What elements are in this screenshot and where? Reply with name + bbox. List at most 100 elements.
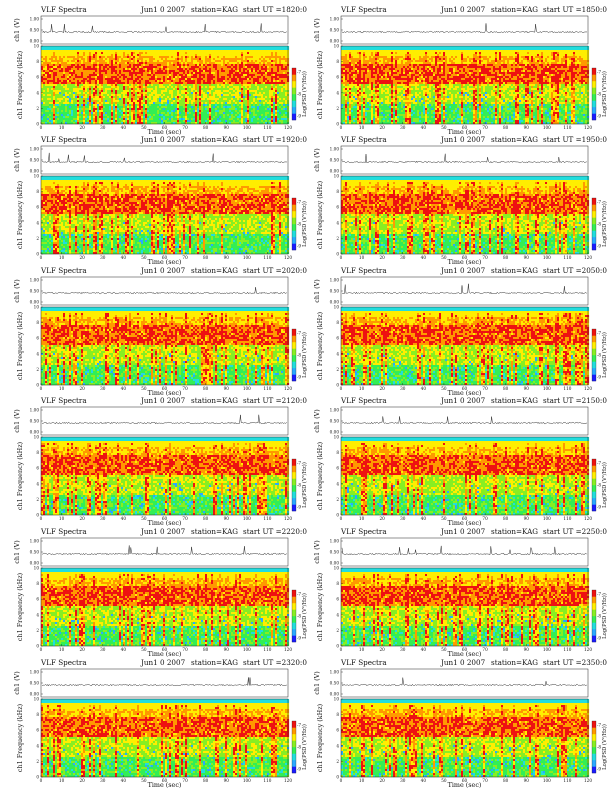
- spectrogram-cell: [245, 122, 248, 125]
- spectrogram-cell: [81, 68, 84, 71]
- spectrogram-cell: [255, 58, 258, 61]
- spectrogram-cell: [209, 102, 212, 105]
- spectrogram-cell: [271, 68, 274, 71]
- spectrogram-cell: [235, 46, 238, 49]
- spectrogram-cell: [157, 96, 160, 99]
- spectrogram-cell: [273, 110, 276, 113]
- spectrogram-cell: [285, 82, 288, 85]
- spectrogram-cell: [97, 106, 100, 109]
- spectrogram-cell: [155, 70, 158, 73]
- spectrogram-cell: [195, 58, 198, 61]
- spectrogram-cell: [113, 102, 116, 105]
- spectrogram-cell: [41, 74, 44, 77]
- spectrogram-cell: [85, 92, 88, 95]
- spectrogram-cell: [65, 70, 68, 73]
- spectrogram-cell: [49, 74, 52, 77]
- spectrogram-cell: [141, 100, 144, 103]
- spectrogram-cell: [225, 108, 228, 111]
- spectrogram-cell: [271, 56, 274, 59]
- spectrogram-cell: [45, 66, 48, 69]
- spectrogram-cell: [245, 72, 248, 75]
- spectrogram-cell: [57, 118, 60, 121]
- spectrogram-cell: [205, 50, 208, 53]
- spectrogram-cell: [81, 108, 84, 111]
- spectrogram-cell: [189, 80, 192, 83]
- spectrogram-cell: [45, 80, 48, 83]
- spectrogram-cell: [107, 116, 110, 119]
- spectrogram-cell: [45, 120, 48, 123]
- spectrogram-cell: [207, 54, 210, 57]
- spectrogram-cell: [41, 48, 44, 51]
- spectrogram-cell: [189, 50, 192, 53]
- spectrogram-cell: [215, 62, 218, 65]
- spectrogram-cell: [229, 122, 232, 125]
- spectrogram-cell: [209, 56, 212, 59]
- spectrogram-cell: [229, 76, 232, 79]
- spectrogram-cell: [233, 112, 236, 115]
- spectrogram-cell: [175, 88, 178, 91]
- spectrogram-cell: [111, 48, 114, 51]
- spectrogram-cell: [55, 82, 58, 85]
- spectrogram-cell: [213, 94, 216, 97]
- spectrogram-cell: [101, 112, 104, 115]
- spectrogram-cell: [263, 96, 266, 99]
- spectrogram-cell: [203, 78, 206, 81]
- spectrogram-cell: [149, 46, 152, 49]
- spectrogram-cell: [257, 104, 260, 107]
- spectrogram-cell: [83, 62, 86, 65]
- spectrogram-cell: [51, 68, 54, 71]
- spectrogram-cell: [141, 120, 144, 123]
- spectrogram-cell: [45, 110, 48, 113]
- spectrogram-cell: [97, 110, 100, 113]
- spectrogram-cell: [87, 106, 90, 109]
- spectrogram-cell: [99, 70, 102, 73]
- spectrogram-cell: [241, 84, 244, 87]
- spectrogram-cell: [175, 118, 178, 121]
- spectrogram-cell: [137, 92, 140, 95]
- spectrogram-cell: [77, 64, 80, 67]
- spectrogram-cell: [59, 84, 62, 87]
- spectrogram-cell: [41, 82, 44, 85]
- spectrogram-cell: [153, 118, 156, 121]
- spectrogram-cell: [225, 80, 228, 83]
- spectrogram-cell: [275, 106, 278, 109]
- spectrogram-cell: [273, 70, 276, 73]
- spectrogram-cell: [215, 90, 218, 93]
- spectrogram-cell: [73, 46, 76, 49]
- spectrogram-cell: [175, 64, 178, 67]
- spectrogram-cell: [131, 118, 134, 121]
- spectrogram-cell: [199, 64, 202, 67]
- spectrogram-cell: [221, 90, 224, 93]
- spectrogram-cell: [239, 64, 242, 67]
- spectrogram-cell: [159, 68, 162, 71]
- spectrogram-cell: [257, 62, 260, 65]
- spectrogram-cell: [253, 60, 256, 63]
- spectrogram-cell: [197, 68, 200, 71]
- spectrogram-cell: [201, 56, 204, 59]
- spectrogram-cell: [135, 72, 138, 75]
- spectrogram-cell: [179, 112, 182, 115]
- spectrogram-cell: [175, 112, 178, 115]
- spectrogram-cell: [69, 50, 72, 53]
- spectrogram-cell: [207, 94, 210, 97]
- spectrogram-cell: [213, 46, 216, 49]
- spectrogram-cell: [71, 58, 74, 61]
- spectrogram-cell: [125, 54, 128, 57]
- spectrogram-cell: [215, 86, 218, 89]
- spectrogram-cell: [97, 92, 100, 95]
- spectrogram-cell: [81, 98, 84, 101]
- spectrogram-cell: [129, 74, 132, 77]
- spectrogram-cell: [275, 50, 278, 53]
- spectrogram-cell: [131, 102, 134, 105]
- spectrogram-cell: [219, 66, 222, 69]
- spectrogram-cell: [73, 118, 76, 121]
- spectrogram-cell: [103, 106, 106, 109]
- spectrogram-cell: [61, 78, 64, 81]
- spectrogram-cell: [101, 72, 104, 75]
- spectrogram-cell: [343, 96, 346, 99]
- spectrogram-cell: [231, 88, 234, 91]
- spectrogram-cell: [93, 108, 96, 111]
- spectrogram-cell: [233, 58, 236, 61]
- spectrogram-cell: [205, 84, 208, 87]
- spectrogram-cell: [89, 46, 92, 49]
